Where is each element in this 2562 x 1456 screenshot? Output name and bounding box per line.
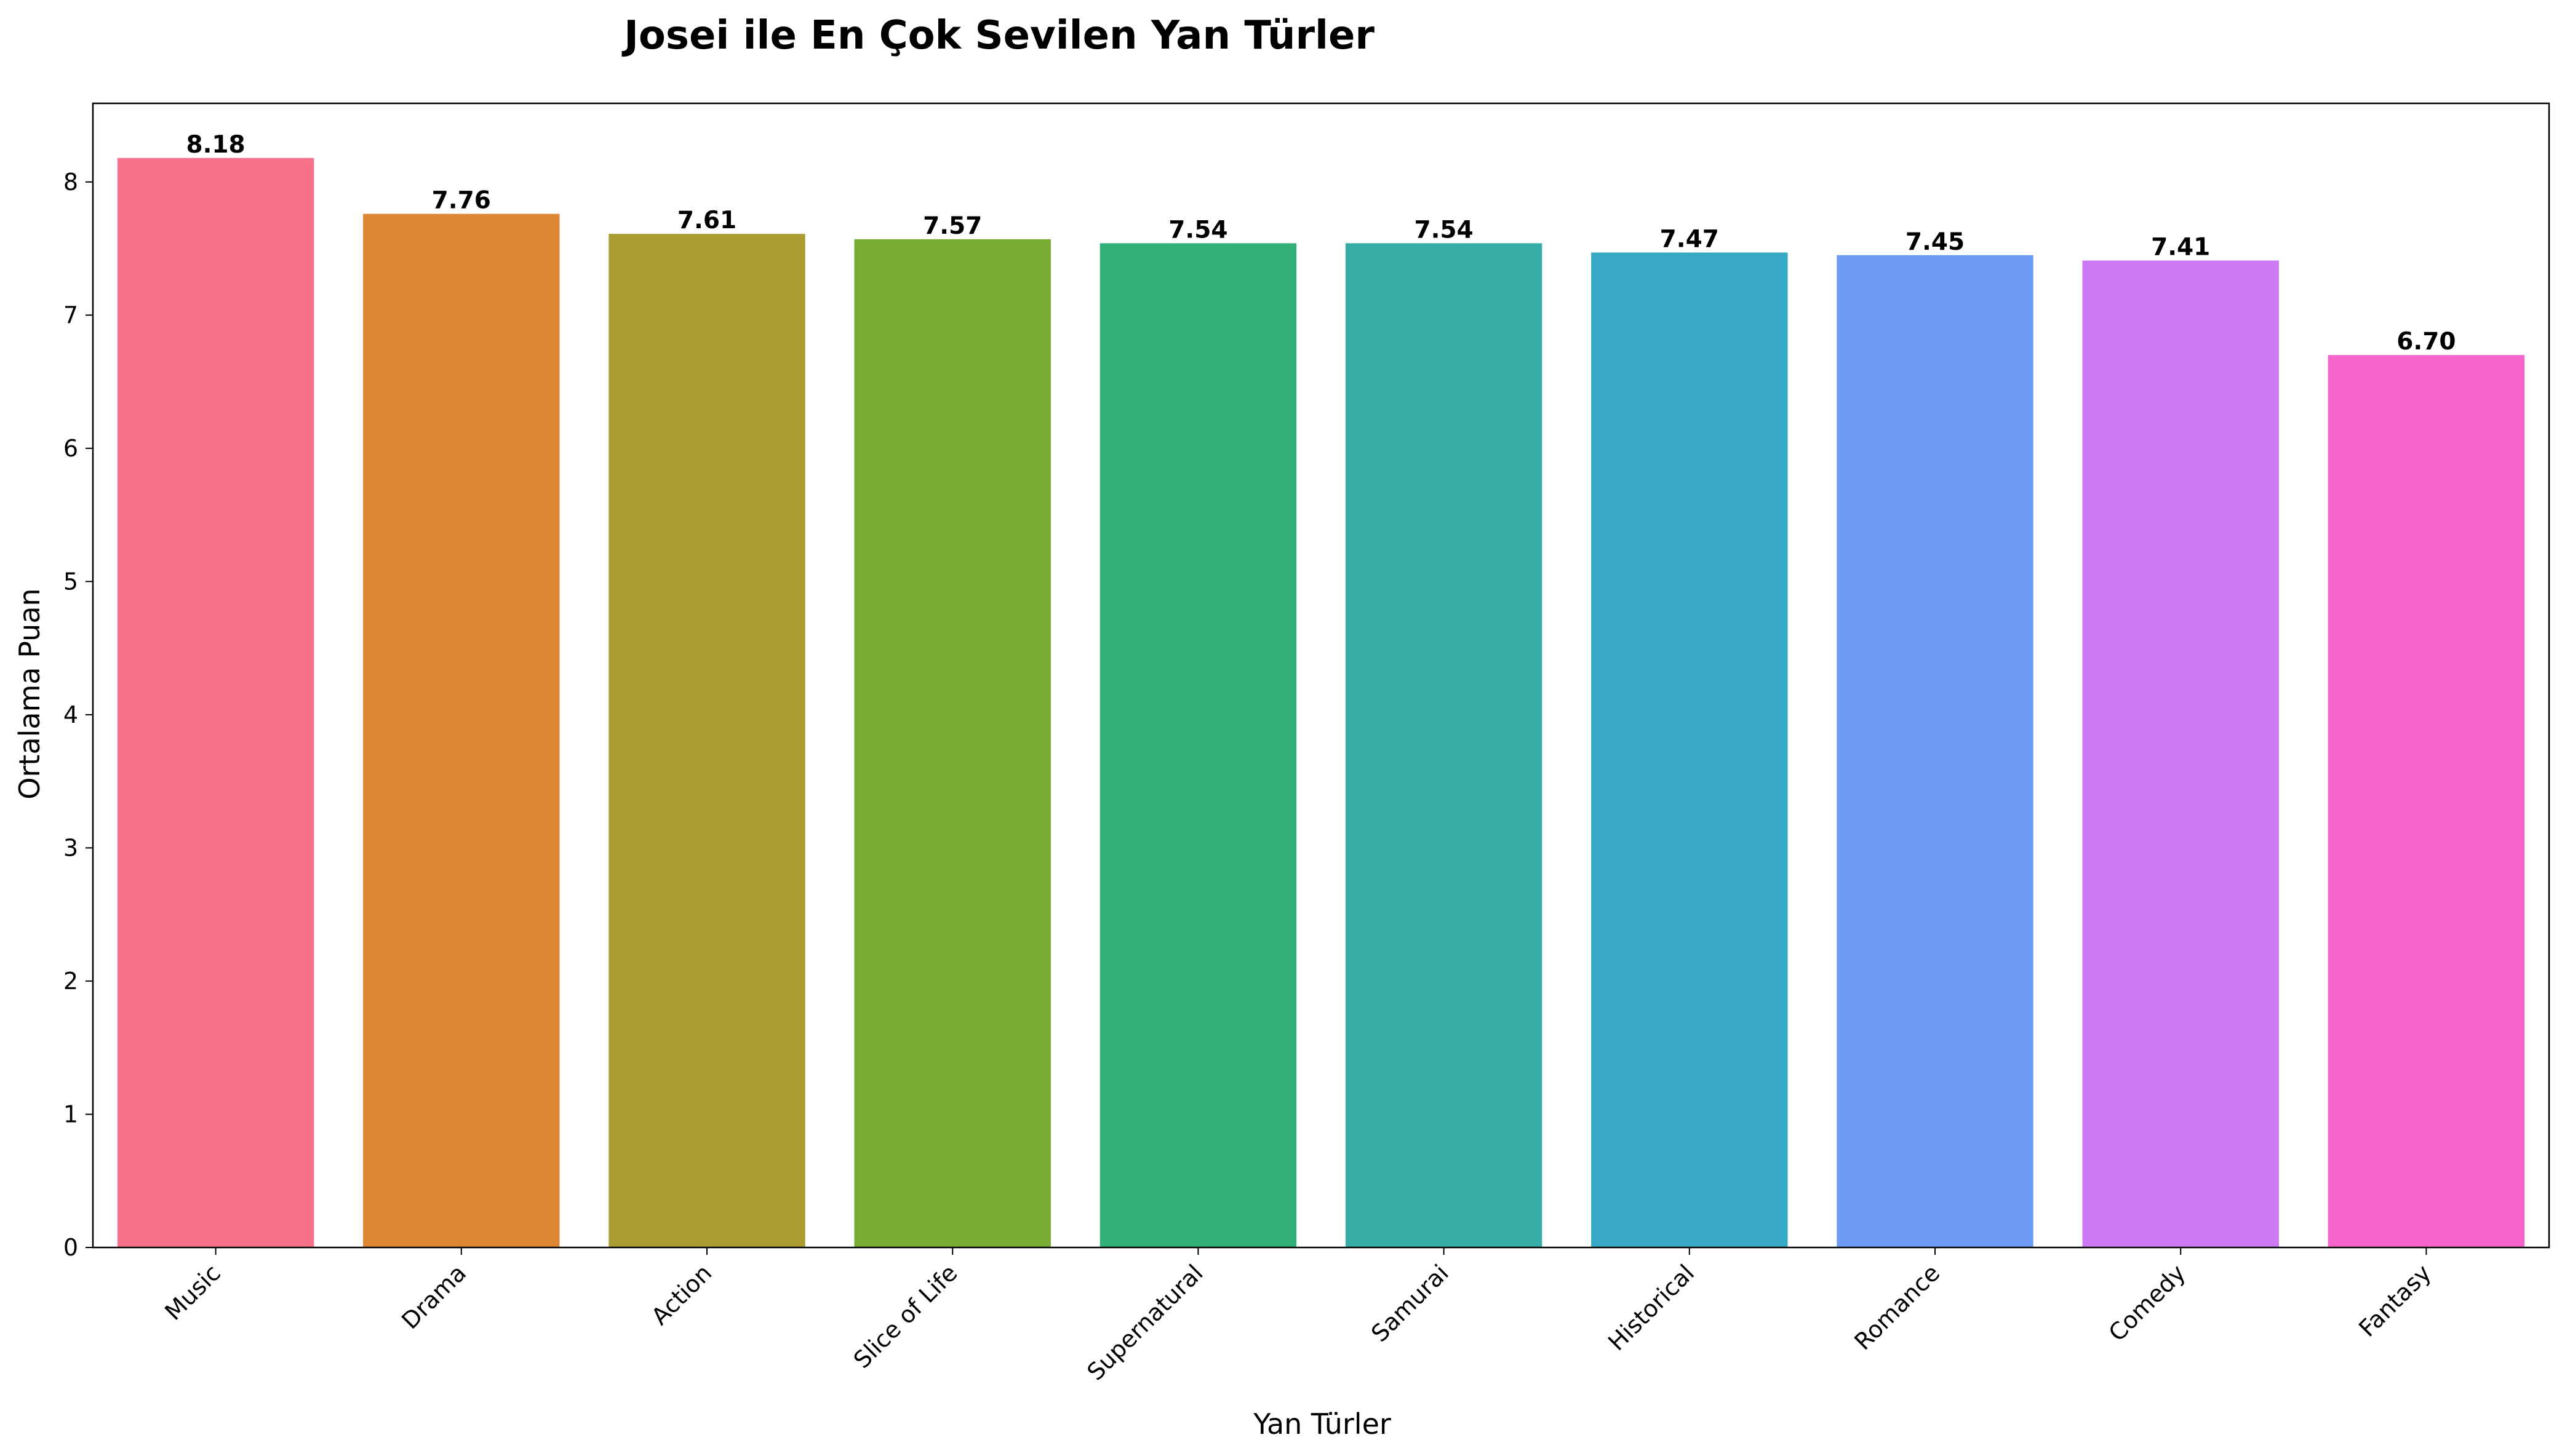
bar-value-label: 7.47 bbox=[1660, 226, 1719, 253]
plot-frame bbox=[92, 102, 2550, 1249]
x-tick-label: Drama bbox=[396, 1259, 471, 1334]
bar-value-label: 6.70 bbox=[2396, 328, 2456, 356]
bar bbox=[2082, 260, 2279, 1247]
bar bbox=[1837, 255, 2033, 1247]
bar bbox=[363, 213, 560, 1248]
bar-value-label: 7.61 bbox=[677, 207, 736, 234]
bar bbox=[1345, 243, 1542, 1247]
bar bbox=[2328, 355, 2525, 1248]
bar bbox=[854, 239, 1051, 1247]
x-tick-label: Slice of Life bbox=[848, 1259, 963, 1374]
bar bbox=[609, 234, 805, 1248]
x-tick-label: Supernatural bbox=[1082, 1259, 1208, 1385]
y-tick-label: 4 bbox=[63, 701, 78, 728]
y-tick-label: 0 bbox=[63, 1234, 78, 1261]
x-tick-label: Fantasy bbox=[2353, 1259, 2436, 1342]
bar bbox=[1099, 243, 1297, 1247]
y-tick-label: 7 bbox=[63, 301, 78, 328]
bar-value-label: 7.45 bbox=[1906, 228, 1965, 256]
bar bbox=[1591, 252, 1788, 1247]
x-tick-label: Romance bbox=[1849, 1259, 1945, 1355]
x-tick-label: Action bbox=[646, 1259, 717, 1330]
x-tick-label: Historical bbox=[1603, 1259, 1699, 1356]
x-tick-label: Comedy bbox=[2104, 1259, 2191, 1347]
x-tick-label: Music bbox=[159, 1259, 226, 1326]
y-tick-label: 6 bbox=[63, 435, 78, 462]
y-tick-label: 3 bbox=[63, 834, 78, 861]
y-axis-label: Ortalama Puan bbox=[13, 588, 46, 799]
x-axis-label: Yan Türler bbox=[1253, 1407, 1391, 1441]
bar-value-label: 7.76 bbox=[432, 187, 491, 215]
bar-value-label: 7.57 bbox=[923, 212, 982, 240]
x-tick-label: Samurai bbox=[1366, 1259, 1454, 1347]
plot-area: 8.18 Music 7.76 Drama 7.61 Action 7.57 Slice of… bbox=[63, 102, 2550, 1386]
chart-title: Josei ile En Çok Sevilen Yan Türler bbox=[621, 13, 1375, 58]
y-tick-label: 2 bbox=[63, 968, 78, 995]
y-tick-label: 5 bbox=[63, 568, 78, 595]
bar-value-label: 7.54 bbox=[1414, 216, 1473, 244]
bar bbox=[117, 157, 314, 1247]
bar-value-label: 7.54 bbox=[1168, 216, 1227, 244]
y-tick-label: 1 bbox=[63, 1101, 78, 1128]
bar-value-label: 8.18 bbox=[186, 131, 245, 159]
bar-value-label: 7.41 bbox=[2151, 234, 2210, 261]
y-tick-label: 8 bbox=[63, 169, 78, 196]
